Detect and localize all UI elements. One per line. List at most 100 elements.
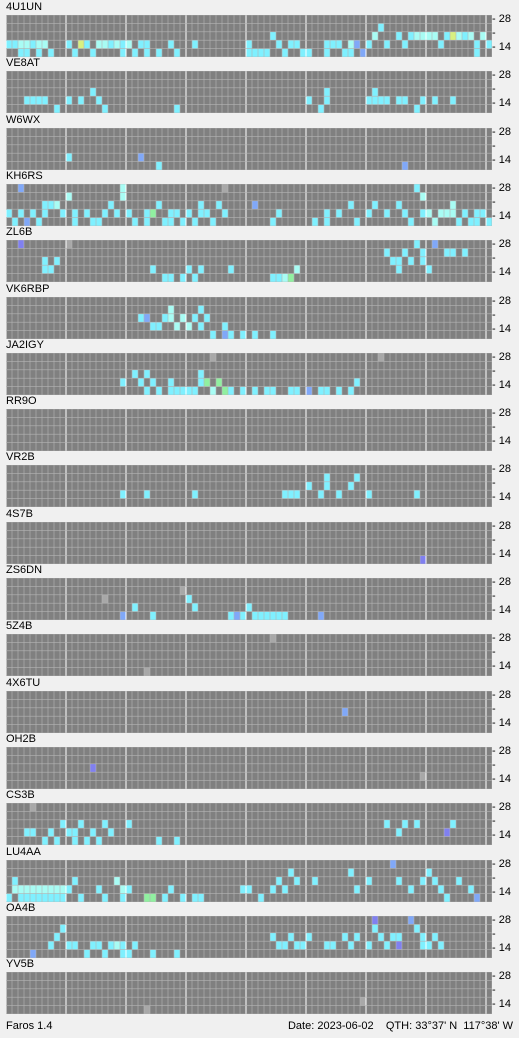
spot-cell [150,378,156,387]
grid-background [6,691,492,733]
spot-cell [306,48,312,57]
band-mid-tick: - [492,590,496,602]
spot-cell [48,265,54,274]
spot-cell [66,240,72,249]
spot-cell [450,31,456,41]
grid-background [6,297,492,339]
spot-cell [132,369,138,379]
spot-cell [258,48,264,57]
spot-cell [348,941,354,950]
spot-cell [396,932,402,942]
station-panel: 5Z4B - 28 - - 14 [0,619,519,676]
spot-cell [54,104,60,113]
spot-cell [150,893,156,902]
spot-cell [120,378,126,387]
spot-cell [246,48,252,57]
spot-cell [432,31,438,41]
spot-cell [444,209,450,218]
spot-cell [126,885,132,894]
spot-cell [48,828,54,837]
spot-cell [474,48,480,57]
spot-cell [12,885,18,894]
spot-cell [186,386,192,395]
spot-cell [48,941,54,950]
spot-cell [198,265,204,274]
spot-cell [144,40,150,49]
spot-cell [366,96,372,105]
propagation-grid [6,803,492,845]
band-14-label: - 14 [492,491,511,503]
spot-cell [132,217,138,226]
spot-cell [240,885,246,894]
spot-cell [150,611,156,620]
band-mid-tick: - [492,477,496,489]
station-callsign: YV5B [6,958,35,970]
spot-cell [438,40,444,49]
propagation-grid [6,409,492,451]
spot-cell [324,209,330,218]
station-callsign: VR2B [6,451,35,463]
spot-cell [222,330,228,339]
spot-cell [462,209,468,218]
spot-cell [246,40,252,49]
spot-cell [42,893,48,902]
spot-cell [414,924,420,933]
date-label: Date: [287,1020,315,1032]
spot-cell [78,40,84,49]
band-28-label: - 28 [492,576,511,588]
spot-cell [414,490,420,499]
spot-cell [30,893,36,902]
spot-cell [120,893,126,902]
band-mid-tick: - [492,984,496,996]
propagation-grid [6,522,492,564]
spot-cell [144,369,150,379]
band-axis: - 28 - - 14 [492,351,519,394]
spot-cell [192,313,198,323]
spot-cell [42,836,48,845]
spot-cell [180,386,186,395]
spot-cell [348,481,354,491]
spot-cell [324,48,330,57]
spot-cell [330,40,336,49]
spot-cell [420,248,426,257]
spot-cell [402,96,408,105]
spot-cell [168,885,174,894]
band-axis: - 28 - - 14 [492,520,519,563]
spot-cell [90,828,96,837]
spot-cell [42,256,48,266]
spot-cell [102,949,108,958]
spot-cell [408,217,414,226]
spot-cell [372,87,378,97]
spot-cell [60,893,66,902]
spot-cell [84,209,90,218]
spot-cell [288,932,294,942]
spot-cell [60,924,66,933]
spot-cell [168,378,174,387]
spot-cell [90,763,96,773]
spot-cell [126,40,132,49]
station-panel: RR9O - 28 - - 14 [0,394,519,451]
spot-cell [168,209,174,218]
spot-cell [48,200,54,210]
grid-background [6,522,492,564]
spot-cell [318,611,324,620]
spot-cell [252,611,258,620]
spot-cell [108,40,114,49]
spot-cell [198,305,204,314]
spot-cell [276,273,282,282]
band-mid-tick: - [492,252,496,264]
spot-cell [126,209,132,218]
spot-cell [72,209,78,218]
spot-cell [438,885,444,894]
spot-cell [138,313,144,323]
spot-cell [486,40,492,49]
spot-cell [66,828,72,837]
spot-cell [204,378,210,387]
spot-cell [348,48,354,57]
spot-cell [306,386,312,395]
spot-cell [414,184,420,193]
grid-background [6,916,492,958]
spot-cell [48,48,54,57]
spot-cell [282,273,288,282]
station-callsign: LU4AA [6,846,41,858]
